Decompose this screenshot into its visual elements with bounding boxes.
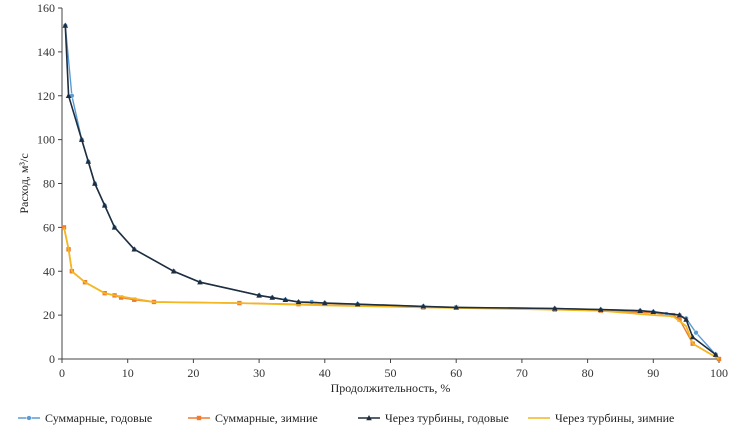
- data-point: [689, 334, 696, 340]
- data-point: [197, 279, 203, 285]
- data-point: [111, 224, 118, 230]
- data-point: [85, 158, 92, 164]
- y-tick-label: 160: [37, 1, 55, 15]
- legend-label: Суммарные, годовые: [45, 411, 152, 425]
- y-tick-label: 100: [37, 133, 55, 147]
- data-point: [61, 225, 67, 230]
- legend-label: Суммарные, зимние: [215, 411, 318, 425]
- x-tick-label: 20: [187, 366, 199, 380]
- data-point: [453, 304, 459, 310]
- data-point: [62, 22, 69, 28]
- x-tick-label: 30: [253, 366, 265, 380]
- legend-swatch-marker: [196, 415, 202, 421]
- legend-item: Через турбины, зимние: [528, 411, 674, 425]
- x-tick-label: 50: [385, 366, 397, 380]
- legend-label: Через турбины, зимние: [555, 411, 674, 425]
- y-tick-label: 140: [37, 45, 55, 59]
- data-point: [354, 301, 361, 307]
- legend-item: Суммарные, годовые: [18, 411, 152, 425]
- data-point: [101, 202, 108, 208]
- data-point: [78, 136, 85, 142]
- x-tick-label: 40: [319, 366, 331, 380]
- data-point: [597, 306, 604, 312]
- y-tick-label: 0: [49, 352, 55, 366]
- data-point: [677, 317, 682, 322]
- data-point: [420, 303, 427, 309]
- data-point: [650, 308, 657, 315]
- series-1: [61, 225, 722, 362]
- x-tick-label: 10: [122, 366, 134, 380]
- data-point: [118, 295, 124, 300]
- data-point: [322, 300, 328, 306]
- data-point: [551, 305, 558, 311]
- legend-item: Через турбины, годовые: [358, 411, 509, 425]
- x-tick-label: 70: [516, 366, 528, 380]
- data-point: [92, 180, 98, 186]
- x-tick-label: 90: [647, 366, 659, 380]
- legend-item: Суммарные, зимние: [188, 411, 318, 425]
- x-tick-label: 100: [710, 366, 728, 380]
- x-axis-title: Продолжительность, %: [331, 381, 451, 395]
- data-point: [132, 297, 137, 302]
- data-point: [256, 292, 262, 298]
- y-axis-title: Расход, м³/с: [17, 153, 31, 213]
- data-point: [295, 298, 302, 305]
- plot-area: [61, 22, 722, 362]
- legend-swatch-marker: [26, 415, 32, 421]
- x-tick-label: 60: [450, 366, 462, 380]
- y-tick-label: 120: [37, 89, 55, 103]
- y-tick-label: 80: [43, 177, 55, 191]
- y-axis: 0 20 40 60 80 100 120 140 160: [37, 1, 63, 366]
- series-line: [64, 25, 717, 356]
- data-point: [693, 330, 699, 336]
- x-tick-label: 80: [582, 366, 594, 380]
- x-tick-label: 0: [59, 366, 65, 380]
- y-tick-label: 20: [43, 308, 55, 322]
- data-point: [65, 92, 72, 98]
- legend: Суммарные, годовые Суммарные, зимние Через…: [18, 411, 674, 425]
- series-line: [63, 227, 720, 360]
- series-2: [62, 22, 719, 357]
- data-point: [676, 312, 683, 318]
- data-point: [282, 296, 289, 302]
- data-point: [637, 307, 643, 313]
- y-tick-label: 60: [43, 220, 55, 234]
- data-point: [131, 246, 138, 252]
- y-tick-label: 40: [43, 264, 55, 278]
- data-point: [269, 294, 276, 300]
- legend-swatch-marker: [366, 415, 372, 421]
- legend-label: Через турбины, годовые: [385, 411, 509, 425]
- data-point: [683, 316, 689, 322]
- data-point: [712, 351, 719, 357]
- data-point: [170, 268, 177, 274]
- x-axis: 0 10 20 30 40 50 60 70 80 90 100: [59, 358, 728, 380]
- series-line: [63, 227, 720, 360]
- series-3: [63, 227, 720, 360]
